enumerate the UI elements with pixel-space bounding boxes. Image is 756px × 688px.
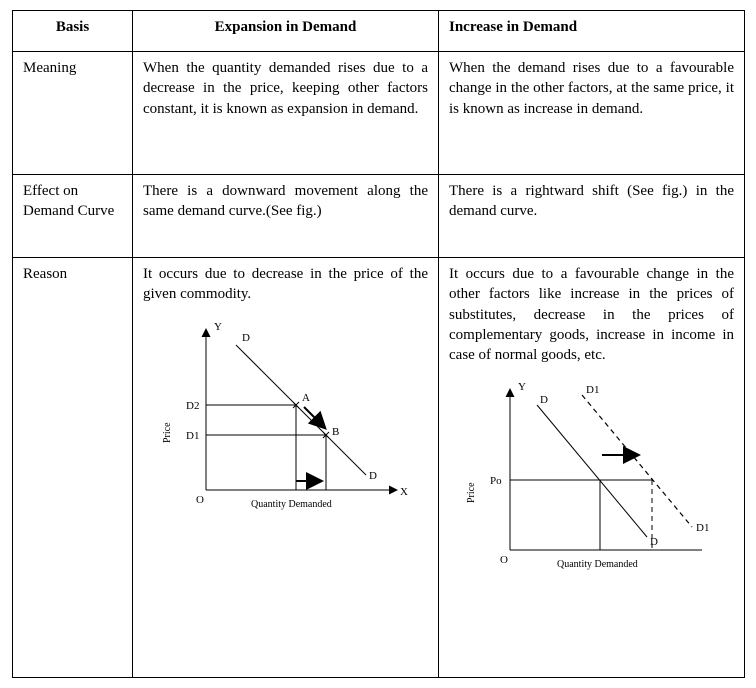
curveD-bottom: D <box>650 536 658 548</box>
curveD1-bottom: D1 <box>696 522 709 534</box>
curve-label-bottom: D <box>369 470 377 482</box>
cell-meaning-expansion: When the quantity demanded rises due to … <box>133 52 439 175</box>
expansion-figure-wrap: Y X O D D A B D2 D1 Price Quantity Deman… <box>143 315 428 525</box>
y-axis-label-2: Price <box>466 482 477 503</box>
row-reason: Reason It occurs due to decrease in the … <box>13 258 745 678</box>
row-meaning: Meaning When the quantity demanded rises… <box>13 52 745 175</box>
increase-chart: Y O D D D1 D1 Po Price Quantity Demanded <box>462 375 722 585</box>
table-header-row: Basis Expansion in Demand Increase in De… <box>13 11 745 52</box>
y-tip-label-2: Y <box>518 381 526 393</box>
x-axis-label: Quantity Demanded <box>251 499 332 510</box>
curve-label-top: D <box>242 332 250 344</box>
page: Basis Expansion in Demand Increase in De… <box>0 0 756 688</box>
price-d2-label: D2 <box>186 400 199 412</box>
cell-effect-basis: Effect on Demand Curve <box>13 175 133 258</box>
y-axis-label: Price <box>162 421 173 442</box>
price-po-label: Po <box>490 475 502 487</box>
expansion-chart: Y X O D D A B D2 D1 Price Quantity Deman… <box>156 315 416 525</box>
cell-effect-expansion: There is a downward movement along the s… <box>133 175 439 258</box>
reason-expansion-text: It occurs due to decrease in the price o… <box>143 264 428 305</box>
cell-reason-basis: Reason <box>13 258 133 678</box>
reason-increase-text: It occurs due to a favourable change in … <box>449 264 734 365</box>
x-tip-label: X <box>400 486 408 498</box>
origin-label: O <box>196 494 204 506</box>
curveD1-top: D1 <box>586 384 599 396</box>
cell-reason-expansion: It occurs due to decrease in the price o… <box>133 258 439 678</box>
increase-figure-wrap: Y O D D D1 D1 Po Price Quantity Demanded <box>449 375 734 585</box>
y-tip-label: Y <box>214 321 222 333</box>
origin-label-2: O <box>500 554 508 566</box>
price-d1-label: D1 <box>186 430 199 442</box>
cell-effect-increase: There is a rightward shift (See fig.) in… <box>439 175 745 258</box>
x-axis-label-2: Quantity Demanded <box>557 559 638 570</box>
row-effect: Effect on Demand Curve There is a downwa… <box>13 175 745 258</box>
curveD-top: D <box>540 394 548 406</box>
comparison-table: Basis Expansion in Demand Increase in De… <box>12 10 745 678</box>
cell-meaning-increase: When the demand rises due to a favourabl… <box>439 52 745 175</box>
point-b-label: B <box>332 426 339 438</box>
header-expansion: Expansion in Demand <box>133 11 439 52</box>
cell-reason-increase: It occurs due to a favourable change in … <box>439 258 745 678</box>
point-a-label: A <box>302 392 310 404</box>
header-increase: Increase in Demand <box>439 11 745 52</box>
cell-meaning-basis: Meaning <box>13 52 133 175</box>
header-basis: Basis <box>13 11 133 52</box>
